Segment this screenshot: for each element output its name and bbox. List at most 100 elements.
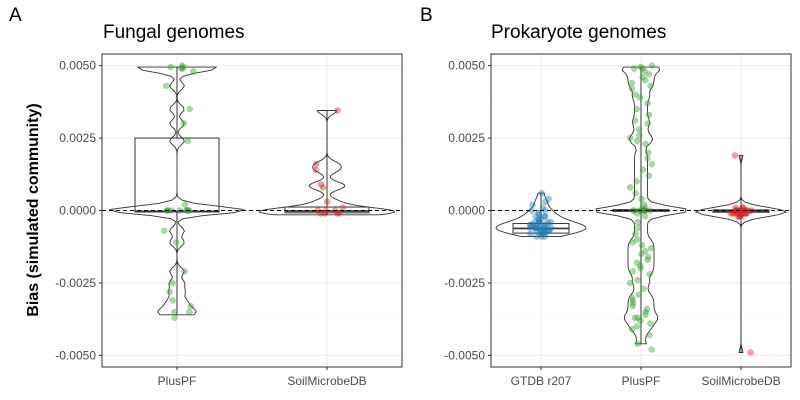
data-point — [637, 63, 645, 71]
data-point — [736, 213, 743, 220]
data-point — [648, 62, 656, 69]
data-point — [162, 82, 170, 90]
data-point — [636, 94, 644, 101]
data-point — [172, 239, 180, 246]
panel-b: B Prokaryote genomes 0.0050 0.0025 0.0000 -… — [420, 5, 792, 388]
data-point — [171, 308, 178, 316]
data-point — [634, 236, 641, 243]
data-point — [536, 230, 544, 237]
data-point — [640, 201, 648, 208]
data-point — [527, 221, 534, 229]
data-point — [647, 82, 654, 90]
y-tick-label: -0.0050 — [444, 348, 485, 362]
data-point — [644, 155, 651, 162]
data-point — [532, 227, 540, 235]
group-soilmicrobedb — [694, 152, 788, 356]
data-point — [544, 227, 551, 235]
data-point — [334, 107, 341, 114]
y-tick-label: 0.0025 — [59, 131, 96, 145]
data-point — [629, 268, 637, 275]
data-point — [542, 198, 549, 206]
data-point — [629, 239, 636, 246]
data-point — [628, 294, 636, 301]
data-point — [538, 189, 546, 197]
data-point — [642, 76, 649, 84]
data-point — [545, 195, 552, 203]
data-point — [631, 117, 639, 124]
data-point — [527, 221, 534, 229]
data-point — [636, 131, 643, 139]
data-point — [544, 221, 551, 229]
data-point — [647, 320, 654, 327]
data-point — [180, 120, 188, 127]
data-point — [529, 201, 536, 208]
x-tick-label: PlusPF — [622, 374, 661, 388]
data-point — [637, 317, 644, 324]
data-point — [184, 137, 192, 145]
data-point — [632, 91, 639, 98]
data-point — [626, 184, 634, 191]
data-point — [181, 201, 189, 208]
data-point — [645, 172, 653, 179]
data-point — [630, 65, 638, 72]
data-point — [538, 230, 546, 237]
data-point — [642, 140, 649, 148]
data-point — [732, 210, 740, 217]
panel-a: A Fungal genomes 0.0050 0.0025 0.0000 -0.00… — [9, 5, 403, 388]
data-point — [641, 68, 649, 75]
x-tick-label: PlusPF — [158, 374, 197, 388]
data-point — [169, 279, 176, 287]
data-point — [634, 314, 642, 321]
data-point — [321, 210, 329, 217]
data-point — [645, 71, 653, 78]
data-point — [533, 224, 540, 232]
data-point — [646, 271, 653, 278]
data-point — [312, 166, 319, 174]
panel-title-a: Fungal genomes — [103, 22, 245, 43]
data-point — [535, 210, 543, 217]
data-point — [633, 259, 641, 266]
data-point — [533, 233, 540, 240]
data-point — [737, 213, 745, 220]
data-point — [628, 326, 636, 333]
data-point — [648, 244, 655, 252]
data-point — [542, 230, 549, 237]
data-point — [639, 166, 647, 174]
data-point — [178, 62, 186, 69]
data-point — [536, 218, 543, 226]
data-point — [541, 221, 548, 229]
data-point — [547, 218, 555, 226]
data-point — [637, 262, 644, 269]
data-point — [629, 297, 637, 304]
data-point — [540, 230, 548, 237]
data-point — [732, 204, 739, 211]
data-point — [640, 285, 647, 292]
panel-title-b: Prokaryote genomes — [491, 22, 666, 43]
data-point — [531, 218, 538, 226]
data-point — [171, 314, 178, 321]
data-point — [535, 210, 543, 217]
data-point — [631, 314, 639, 321]
data-point — [160, 227, 168, 235]
data-point — [312, 160, 320, 168]
group-gtdb-r207 — [495, 189, 587, 240]
data-point — [535, 215, 542, 223]
data-point — [644, 256, 651, 264]
y-tick-label: 0.0025 — [448, 131, 485, 145]
data-point — [535, 224, 543, 232]
data-point — [646, 331, 653, 339]
panel-border — [490, 53, 792, 368]
data-point — [317, 181, 325, 188]
data-point — [540, 224, 547, 232]
y-tick-label: 0.0000 — [59, 204, 96, 218]
panel-border — [101, 53, 403, 368]
data-point — [540, 227, 547, 235]
y-tick-label: -0.0025 — [55, 276, 96, 290]
data-point — [734, 213, 742, 220]
data-point — [739, 204, 747, 211]
y-tick-label: 0.0050 — [448, 59, 485, 73]
data-point — [179, 65, 186, 72]
data-point — [628, 79, 636, 87]
data-point — [644, 100, 651, 107]
data-point — [634, 340, 642, 348]
